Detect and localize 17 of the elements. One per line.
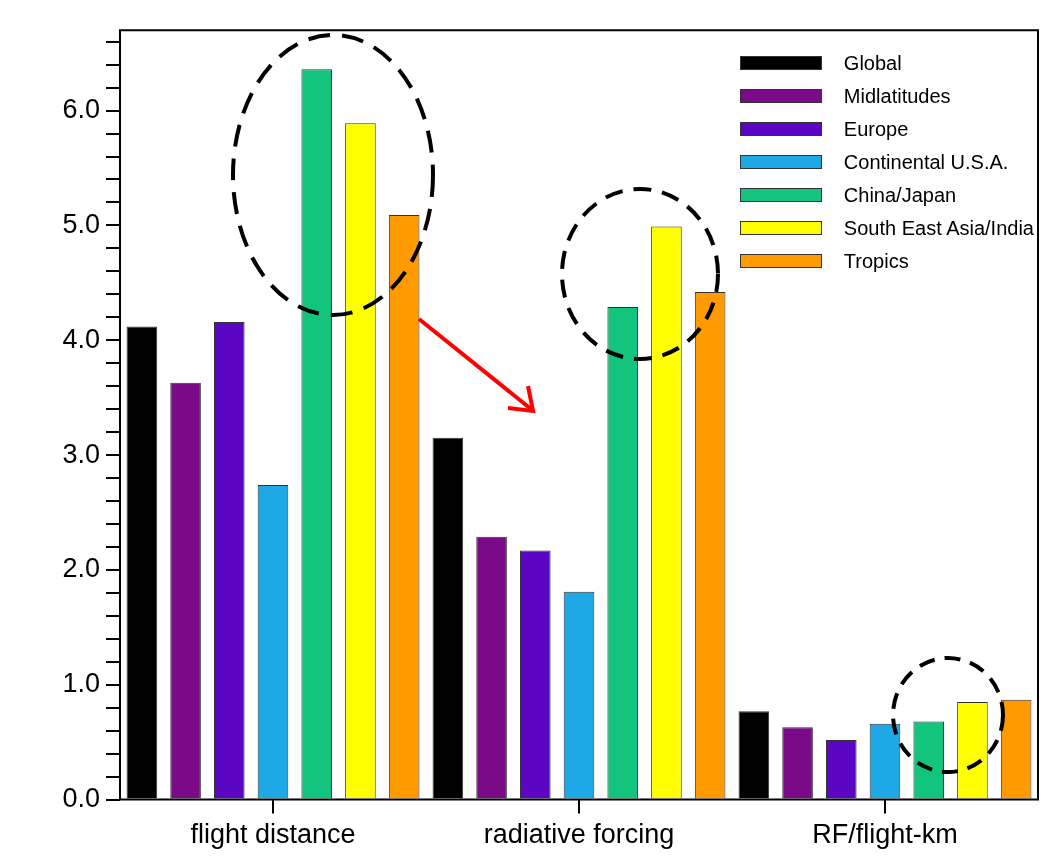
x-tick-label: flight distance — [190, 819, 356, 850]
y-tick-label: 5.0 — [62, 208, 100, 239]
legend-label: Europe — [843, 117, 909, 141]
legend-label: Global — [843, 51, 902, 75]
y-tick-label: 3.0 — [62, 438, 100, 469]
y-tick-label: 6.0 — [62, 94, 100, 125]
y-tick-label: 4.0 — [62, 323, 100, 354]
y-tick-label: 1.0 — [62, 668, 100, 699]
y-tick-label: 0.0 — [62, 783, 100, 814]
y-tick-label: 2.0 — [62, 553, 100, 584]
legend-label: Continental U.S.A. — [843, 150, 1009, 174]
legend-label: China/Japan — [843, 183, 957, 207]
legend-label: South East Asia/India — [843, 216, 1034, 240]
x-tick-label: RF/flight-km — [812, 819, 958, 850]
legend-label: Tropics — [843, 249, 909, 273]
legend-label: Midlatitudes — [843, 84, 951, 108]
x-tick-label: radiative forcing — [483, 819, 675, 850]
